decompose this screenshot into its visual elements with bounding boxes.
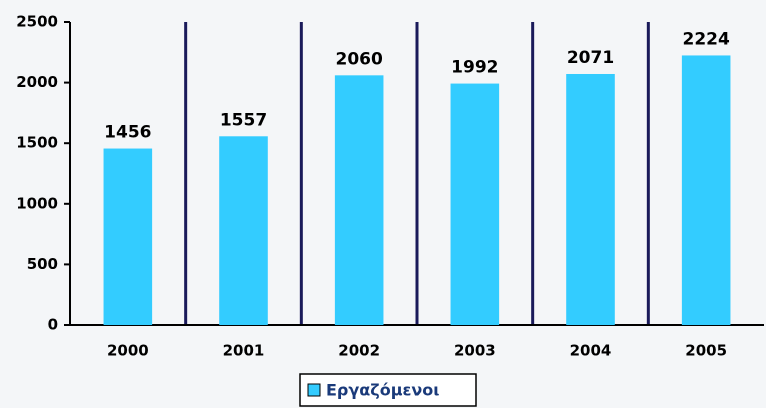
legend: Εργαζόμενοι — [299, 373, 477, 407]
x-tick-label: 2000 — [107, 342, 149, 360]
x-tick-label: 2002 — [338, 342, 380, 360]
data-label: 1557 — [220, 110, 267, 130]
y-tick-label: 1000 — [16, 194, 58, 212]
data-label: 1992 — [451, 58, 498, 78]
y-tick-label: 2500 — [16, 13, 58, 31]
data-label: 2071 — [567, 48, 614, 68]
y-tick-label: 1500 — [16, 134, 58, 152]
data-label: 2060 — [336, 49, 383, 69]
bar — [334, 75, 384, 325]
legend-label: Εργαζόμενοι — [326, 381, 440, 400]
bar — [681, 55, 731, 325]
x-tick-label: 2004 — [570, 342, 612, 360]
bar — [103, 148, 153, 325]
data-label: 1456 — [104, 123, 151, 143]
y-tick-label: 0 — [48, 316, 58, 334]
bar — [450, 83, 500, 325]
y-tick-label: 2000 — [16, 73, 58, 91]
x-tick-label: 2005 — [685, 342, 727, 360]
legend-box — [299, 373, 477, 407]
legend-swatch — [307, 383, 321, 397]
bar — [219, 136, 268, 325]
bar — [566, 73, 615, 325]
data-label: 2224 — [683, 29, 730, 49]
x-tick-label: 2001 — [223, 342, 265, 360]
x-tick-label: 2003 — [454, 342, 496, 360]
y-tick-label: 500 — [27, 255, 58, 273]
